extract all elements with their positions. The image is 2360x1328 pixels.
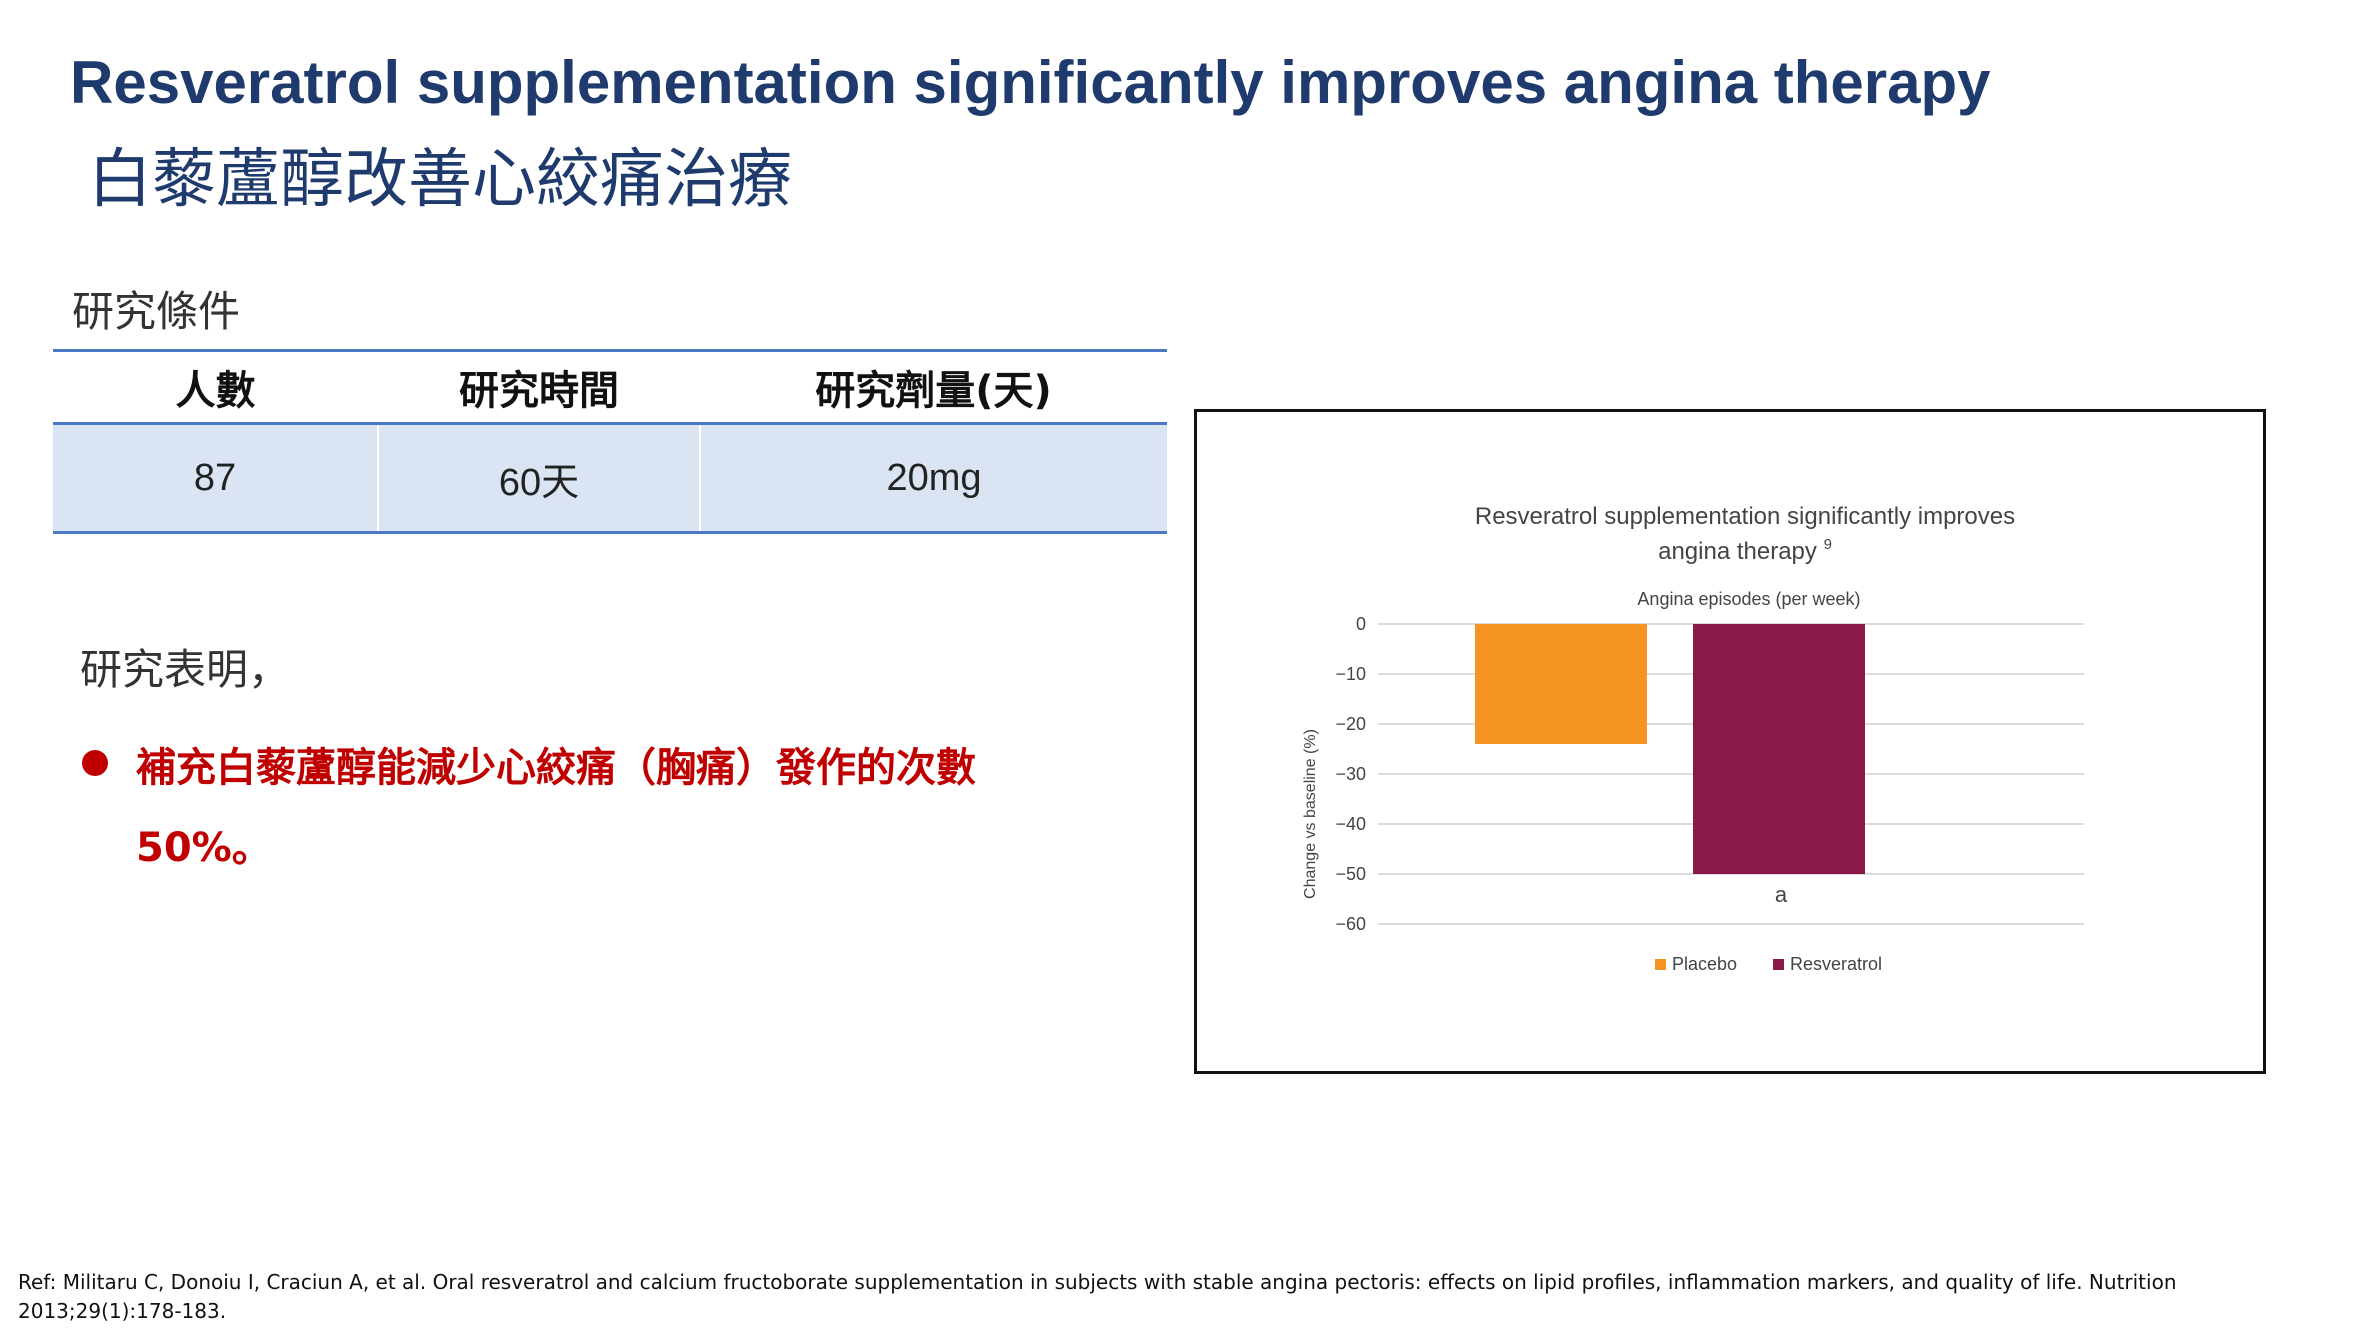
- chart-y-tick-label: −20: [1335, 714, 1366, 734]
- chart-subtitle: Angina episodes (per week): [1637, 589, 1860, 609]
- table-header-row: 人數 研究時間 研究劑量(天): [53, 349, 1167, 425]
- chart-y-tick-label: −60: [1335, 914, 1366, 934]
- header-study-duration: 研究時間: [378, 349, 700, 425]
- angina-chart: Resveratrol supplementation significantl…: [1194, 409, 2266, 1074]
- finding-text: 補充白藜蘆醇能減少心絞痛（胸痛）發作的次數 50%。: [136, 745, 976, 871]
- cell-participants: 87: [53, 423, 378, 534]
- chart-bars: a: [1475, 624, 1865, 907]
- findings-label: 研究表明，: [80, 645, 291, 694]
- table-row: 87 60天 20mg: [53, 423, 1167, 534]
- chart-legend-label-resveratrol: Resveratrol: [1790, 954, 1882, 974]
- chart-title-line-2: angina therapy 9: [1658, 536, 1832, 565]
- chart-bar-resveratrol: [1693, 624, 1865, 874]
- study-conditions-table: 人數 研究時間 研究劑量(天) 87 60天 20mg: [53, 349, 1167, 534]
- chart-legend-label-placebo: Placebo: [1672, 954, 1737, 974]
- cell-daily-dose: 20mg: [699, 423, 1167, 534]
- chart-title-superscript: 9: [1824, 536, 1832, 553]
- cell-study-duration: 60天: [377, 423, 700, 534]
- chart-svg: Resveratrol supplementation significantl…: [1302, 503, 2084, 974]
- header-participants: 人數: [53, 349, 378, 425]
- chart-y-tick-label: −10: [1335, 664, 1366, 684]
- study-conditions-label: 研究條件: [72, 287, 241, 336]
- header-daily-dose: 研究劑量(天): [700, 349, 1167, 425]
- chart-y-tick-label: −40: [1335, 814, 1366, 834]
- finding-item: 補充白藜蘆醇能減少心絞痛（胸痛）發作的次數 50%。: [80, 728, 1100, 888]
- bullet-dot-icon: [82, 750, 108, 776]
- chart-y-tick-label: −30: [1335, 764, 1366, 784]
- chart-legend: Placebo Resveratrol: [1655, 954, 1882, 974]
- reference-citation: Ref: Militaru C, Donoiu I, Craciun A, et…: [18, 1270, 2177, 1323]
- chart-bar-placebo: [1475, 624, 1647, 744]
- chart-bar-annotation: a: [1775, 882, 1788, 907]
- chart-legend-swatch-placebo: [1655, 959, 1666, 970]
- chart-y-tick-labels: 0 −10 −20 −30 −40 −50 −60: [1335, 614, 1366, 934]
- chart-y-tick-label: 0: [1356, 614, 1366, 634]
- slide-title-chinese: 白藜蘆醇改善心絞痛治療: [88, 143, 792, 217]
- chart-y-tick-label: −50: [1335, 864, 1366, 884]
- chart-title-line-1: Resveratrol supplementation significantl…: [1475, 503, 2015, 530]
- slide-title-english: Resveratrol supplementation significantl…: [70, 49, 1991, 116]
- chart-legend-swatch-resveratrol: [1773, 959, 1784, 970]
- chart-y-axis-label: Change vs baseline (%): [1302, 729, 1319, 899]
